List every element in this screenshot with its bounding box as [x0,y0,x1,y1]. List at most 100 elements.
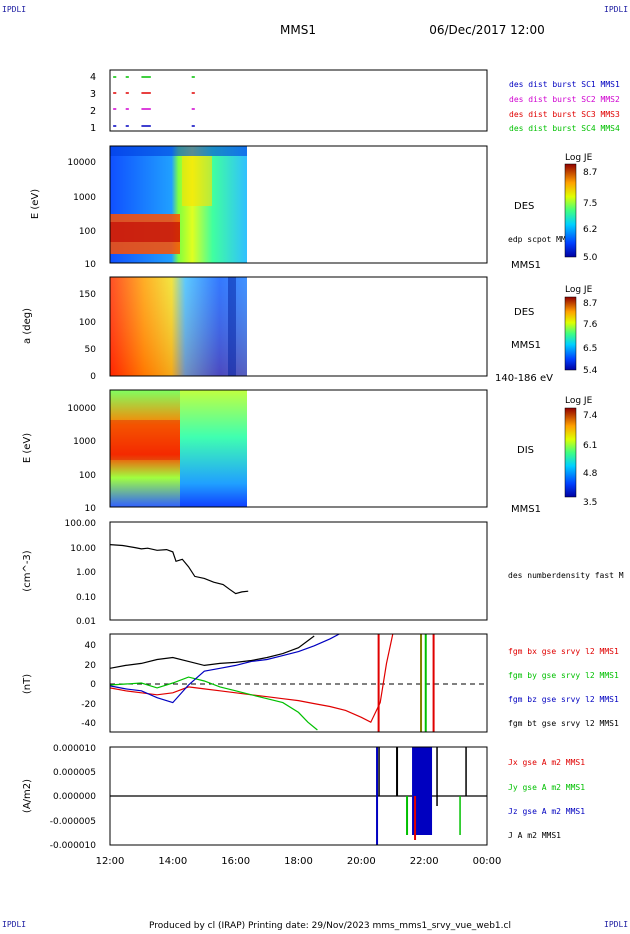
des-energy-core [110,222,180,242]
des-pitch-cbar-tick: 7.6 [583,320,598,330]
fgm-bz-line [109,633,340,704]
burst-ytick: 3 [90,89,96,100]
des-energy-patch [182,156,212,206]
fgm-ytick: 40 [85,641,97,651]
current-frame [109,746,488,846]
dis-energy-cbar-tick: 7.4 [583,411,598,421]
current-legend-jz: Jz gse A m2 MMS1 [508,807,585,816]
time-tick-label: 16:00 [221,856,250,867]
panel-des-pitch: a (deg) 0 50 100 150 DES MMS1 140-186 eV… [22,276,598,384]
corner-label-tl: IPDLI [2,5,27,14]
des-pitch-cbar-tick: 6.5 [583,344,597,354]
dis-energy-colorbar [564,407,577,498]
density-ylabel: (cm^-3) [22,550,33,591]
time-tick-label: 00:00 [473,856,502,867]
fgm-frame [109,633,488,733]
des-energy-ytick-100: 100 [79,227,96,237]
des-pitch-shade [110,277,247,376]
burst-ytick: 2 [90,106,96,117]
time-tick-label: 22:00 [410,856,439,867]
dis-energy-cbar-tick: 6.1 [583,441,597,451]
time-tick-label: 14:00 [158,856,187,867]
des-energy-ylabel: E (eV) [30,189,41,219]
time-tick-label: 20:00 [347,856,376,867]
fgm-ytick: 20 [85,661,97,671]
current-ylabel: (A/m2) [22,779,33,813]
des-pitch-bottom-label: 140-186 eV [495,373,553,384]
density-ytick: 10.00 [70,544,96,554]
panel-fgm: (nT) -40 -20 0 20 40 fgm bx gse srvy l2 … [22,633,619,733]
des-energy-top [110,146,247,156]
fgm-ytick: -40 [81,719,96,729]
dis-energy-side-label: DIS [517,445,534,456]
dis-energy-colorbar-title: Log JE [565,396,593,406]
des-pitch-extra-label: MMS1 [511,340,541,351]
panel-current: (A/m2) -0.000010 -0.000005 0.000000 0.00… [22,744,585,867]
dis-energy-ytick: 10 [85,504,97,514]
current-ytick: 0.000005 [53,768,96,778]
des-pitch-ytick: 50 [85,345,97,355]
corner-label-br: IPDLI [604,920,629,929]
density-ytick: 0.10 [76,593,96,603]
dis-energy-ylabel: E (eV) [22,433,33,463]
des-energy-side-label: DES [514,201,534,212]
burst-legend-sc4: des dist burst SC4 MMS4 [509,124,620,133]
time-tick-label: 12:00 [96,856,125,867]
current-burst-jz [412,747,433,835]
des-energy-bottom-label: MMS1 [511,260,541,271]
dis-energy-ytick: 100 [79,471,96,481]
current-legend-jy: Jy gse A m2 MMS1 [508,783,585,792]
des-energy-frame [109,145,488,264]
fgm-ylabel: (nT) [22,674,33,694]
spacecraft-title: MMS1 [280,23,316,37]
burst-legend-sc2: des dist burst SC2 MMS2 [509,95,620,104]
current-ytick: 0.000010 [53,744,96,754]
corner-label-bl: IPDLI [2,920,27,929]
fgm-bt-line [109,635,315,669]
dis-energy-bottom-label: MMS1 [511,504,541,515]
fgm-ytick: 0 [90,680,96,690]
des-pitch-colorbar-title: Log JE [565,285,593,295]
fgm-ytick: -20 [81,700,96,710]
des-pitch-ylabel: a (deg) [22,308,33,344]
des-pitch-frame [109,276,488,377]
time-tick-label: 18:00 [284,856,313,867]
dis-energy-core [110,420,180,460]
des-pitch-ytick: 150 [79,290,96,300]
panel-density: (cm^-3) 0.01 0.10 1.00 10.00 100.00 des … [22,519,624,627]
des-pitch-ytick: 100 [79,318,96,328]
burst-frame [109,69,488,132]
fgm-by-line [109,676,318,731]
des-energy-cbar-tick: 8.7 [583,168,597,178]
des-energy-extra-label: edp scpot MMS1 [508,235,576,244]
footer-text: Produced by cl (IRAP) Printing date: 29/… [149,921,511,931]
current-ytick: -0.000010 [50,841,96,851]
density-ytick: 1.00 [76,568,96,578]
des-pitch-cbar-tick: 8.7 [583,299,597,309]
density-legend: des numberdensity fast M [508,571,624,580]
dis-energy-cbar-tick: 3.5 [583,498,597,508]
des-pitch-side-label: DES [514,307,534,318]
panel-des-energy: E (eV) 10 100 1000 10000 DES edp scpot M… [30,145,598,271]
current-legend-j: J A m2 MMS1 [508,831,561,840]
des-energy-colorbar-title: Log JE [565,153,593,163]
fgm-legend-bx: fgm bx gse srvy l2 MMS1 [508,647,619,656]
current-ytick: -0.000005 [50,817,96,827]
burst-ytick: 1 [90,123,96,134]
burst-ytick: 4 [90,72,96,83]
burst-legend-sc3: des dist burst SC3 MMS3 [509,110,620,119]
current-legend-jx: Jx gse A m2 MMS1 [508,758,585,767]
dis-energy-frame [109,389,488,508]
density-ytick: 0.01 [76,617,96,627]
des-energy-cbar-tick: 5.0 [583,253,598,263]
fgm-legend-by: fgm by gse srvy l2 MMS1 [508,671,619,680]
corner-label-tr: IPDLI [604,5,629,14]
fgm-bx-line [109,633,394,724]
burst-legend-sc1: des dist burst SC1 MMS1 [509,80,620,89]
des-energy-ytick-10000: 10000 [67,158,96,168]
des-energy-ytick-10: 10 [85,260,97,270]
des-pitch-stripe [228,277,236,376]
des-pitch-ytick: 0 [90,372,96,382]
